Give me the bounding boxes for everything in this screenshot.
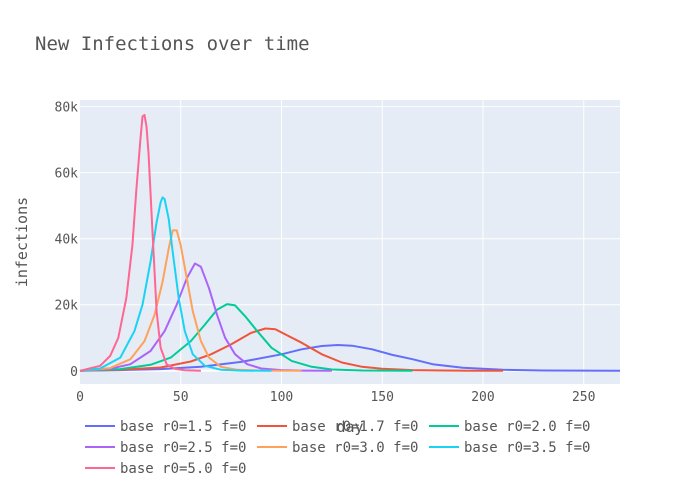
- legend-item[interactable]: base r0=3.0 f=0: [257, 440, 418, 456]
- legend-item[interactable]: base r0=2.5 f=0: [85, 440, 246, 456]
- y-tick-label: 0: [70, 365, 78, 380]
- series-line-6: [79, 113, 201, 372]
- legend-label: base r0=1.5 f=0: [120, 419, 246, 435]
- series-lines: [79, 113, 621, 372]
- x-tick-label: 50: [173, 390, 189, 405]
- series-line-3: [79, 262, 332, 372]
- legend-label: base r0=5.0 f=0: [120, 461, 246, 477]
- y-tick-label: 40k: [55, 233, 79, 248]
- y-axis-title: infections: [13, 197, 31, 287]
- chart-title: New Infections over time: [35, 33, 310, 55]
- legend[interactable]: base r0=1.5 f=0 base r0=1.7 f=0 base r0=2.…: [85, 419, 590, 477]
- x-tick-label: 200: [471, 390, 494, 405]
- legend-item[interactable]: base r0=3.5 f=0: [429, 440, 590, 456]
- series-line-4: [79, 229, 302, 372]
- y-tick-label: 80k: [55, 101, 79, 116]
- y-tick-label: 20k: [55, 299, 79, 314]
- x-tick-label: 0: [76, 390, 84, 405]
- series-line-5: [79, 196, 272, 372]
- legend-item[interactable]: base r0=1.7 f=0: [257, 419, 418, 435]
- legend-label: base r0=3.0 f=0: [292, 440, 418, 456]
- axis-ticks: 0 50 100 150 200 250 0 20k 40k 60k 80k: [55, 101, 596, 405]
- x-tick-label: 100: [270, 390, 293, 405]
- y-tick-label: 60k: [55, 167, 79, 182]
- x-tick-label: 250: [572, 390, 595, 405]
- series-line-2: [79, 303, 413, 372]
- legend-item[interactable]: base r0=1.5 f=0: [85, 419, 246, 435]
- legend-label: base r0=3.5 f=0: [464, 440, 590, 456]
- legend-item[interactable]: base r0=5.0 f=0: [85, 461, 246, 477]
- legend-label: base r0=1.7 f=0: [292, 419, 418, 435]
- legend-item[interactable]: base r0=2.0 f=0: [429, 419, 590, 435]
- plot-area: [80, 100, 620, 384]
- x-axis-title: day: [336, 418, 363, 436]
- x-tick-label: 150: [370, 390, 393, 405]
- legend-label: base r0=2.5 f=0: [120, 440, 246, 456]
- series-line-0: [79, 344, 621, 372]
- legend-label: base r0=2.0 f=0: [464, 419, 590, 435]
